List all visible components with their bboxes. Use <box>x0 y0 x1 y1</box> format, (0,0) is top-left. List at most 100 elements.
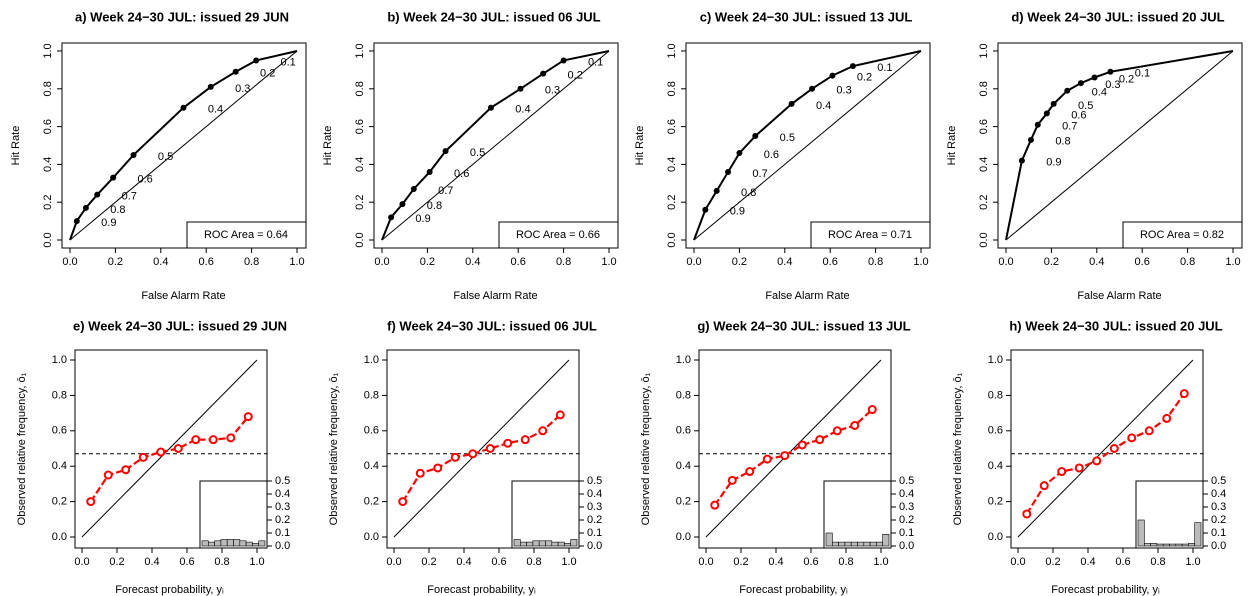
x-tick-label: 0.6 <box>511 256 526 268</box>
y-tick-label: 0.6 <box>52 425 67 437</box>
histogram-bar <box>519 541 527 547</box>
x-tick-label: 0.4 <box>144 556 159 568</box>
threshold-label: 0.2 <box>260 68 275 80</box>
x-tick-label: 0.4 <box>777 256 792 268</box>
x-tick-label: 0.4 <box>456 556 471 568</box>
reliability-point <box>191 435 201 445</box>
y-tick-label: 0.0 <box>666 232 678 247</box>
y-tick-label: 0.0 <box>978 232 990 247</box>
annotation-box <box>810 221 931 249</box>
histogram-bar <box>245 541 253 547</box>
histogram-bar <box>252 543 259 547</box>
y-tick-label: 0.6 <box>354 119 366 134</box>
roc-point <box>82 204 89 211</box>
annotation-box <box>186 221 307 249</box>
roc-point <box>713 187 720 194</box>
x-tick-label: 0.6 <box>179 556 194 568</box>
reliability-point <box>468 449 478 459</box>
reliability-point <box>1022 509 1032 519</box>
histogram-bar <box>876 541 884 547</box>
threshold-label: 0.1 <box>1135 68 1150 80</box>
y-tick-label: 0.6 <box>666 119 678 134</box>
y-tick-label: 0.0 <box>354 232 366 247</box>
y-tick-label: 0.8 <box>52 389 67 401</box>
reliability-point <box>745 467 755 477</box>
annotation-box <box>1122 221 1243 249</box>
inset-y-tick-label: 0.4 <box>587 488 602 500</box>
y-tick-label: 0.2 <box>42 195 54 210</box>
roc-point <box>829 72 836 79</box>
reliability-point <box>1057 467 1067 477</box>
inset-y-tick-label: 0.2 <box>275 514 290 526</box>
roc-point <box>560 57 567 64</box>
histogram-bar <box>838 541 846 547</box>
threshold-label: 0.9 <box>1046 157 1061 169</box>
reliability-curve <box>713 408 873 506</box>
y-tick-label: 1.0 <box>978 43 990 58</box>
threshold-label: 0.8 <box>1055 136 1070 148</box>
reliability-curve <box>1025 392 1186 515</box>
x-tick-label: 0.8 <box>214 556 229 568</box>
curve-end <box>69 220 78 241</box>
diagonal <box>381 50 610 241</box>
roc-point <box>426 168 433 175</box>
curve-end <box>381 216 393 241</box>
threshold-label: 0.3 <box>836 85 851 97</box>
y-tick-label: 0.4 <box>978 157 990 172</box>
panel-title: g) Week 24−30 JUL: issued 13 JUL <box>697 318 910 333</box>
x-tick-label: 0.2 <box>1045 556 1060 568</box>
histogram-bar <box>214 540 222 547</box>
curve-end <box>1110 50 1234 73</box>
panel-title: f) Week 24−30 JUL: issued 06 JUL <box>387 318 597 333</box>
y-tick-label: 0.6 <box>42 119 54 134</box>
threshold-label: 0.4 <box>515 104 530 116</box>
roc-point <box>388 214 395 221</box>
y-tick-label: 0.2 <box>52 496 67 508</box>
threshold-label: 0.9 <box>101 217 116 229</box>
plot-frame <box>685 42 931 249</box>
x-axis-label: Forecast probability, yᵢ <box>1051 584 1160 596</box>
x-tick-label: 0.8 <box>868 256 883 268</box>
panel-title: h) Week 24−30 JUL: issued 20 JUL <box>1009 318 1222 333</box>
roc-point <box>253 57 260 64</box>
y-tick-label: 0.0 <box>988 531 1003 543</box>
curve-end <box>563 50 610 62</box>
x-tick-label: 1.0 <box>561 556 576 568</box>
y-tick-label: 1.0 <box>52 354 67 366</box>
histogram-bar <box>1156 543 1164 547</box>
panel-title: c) Week 24−30 JUL: issued 13 JUL <box>700 9 913 24</box>
y-tick-label: 0.4 <box>364 460 379 472</box>
reliability-point <box>86 497 96 507</box>
y-tick-label: 1.0 <box>988 354 1003 366</box>
histogram-bar <box>551 541 559 547</box>
inset-y-tick-label: 0.1 <box>587 527 602 539</box>
panel-title: d) Week 24−30 JUL: issued 20 JUL <box>1011 9 1224 24</box>
histogram-bar <box>532 540 540 547</box>
roc-point <box>736 150 743 157</box>
reliability-point <box>1144 426 1154 436</box>
reliability-point <box>797 440 807 450</box>
x-tick-label: 0.2 <box>1044 256 1059 268</box>
reliability-point <box>138 452 148 462</box>
x-axis-label: False Alarm Rate <box>453 290 537 302</box>
threshold-label: 0.5 <box>470 147 485 159</box>
inset-y-tick-label: 0.2 <box>899 514 914 526</box>
reliability-point <box>121 465 131 475</box>
histogram-bar <box>1194 522 1202 547</box>
plot-frame <box>698 349 892 549</box>
inset-y-tick-label: 0.1 <box>899 527 914 539</box>
x-tick-label: 0.8 <box>1150 556 1165 568</box>
inset-frame <box>1135 480 1204 549</box>
y-tick-label: 0.8 <box>666 81 678 96</box>
roc-point <box>180 104 187 111</box>
inset-y-tick-label: 0.3 <box>275 501 290 513</box>
roc-area: ROC Area = 0.71 <box>828 229 912 241</box>
threshold-label: 0.9 <box>415 213 430 225</box>
histogram-bar <box>1150 543 1158 547</box>
roc-point <box>1107 68 1114 75</box>
roc-point <box>1043 110 1050 117</box>
threshold-label: 0.6 <box>1071 109 1086 121</box>
x-tick-label: 0.0 <box>998 256 1013 268</box>
inset-y-tick-label: 0.2 <box>587 514 602 526</box>
roc-point <box>702 206 709 213</box>
